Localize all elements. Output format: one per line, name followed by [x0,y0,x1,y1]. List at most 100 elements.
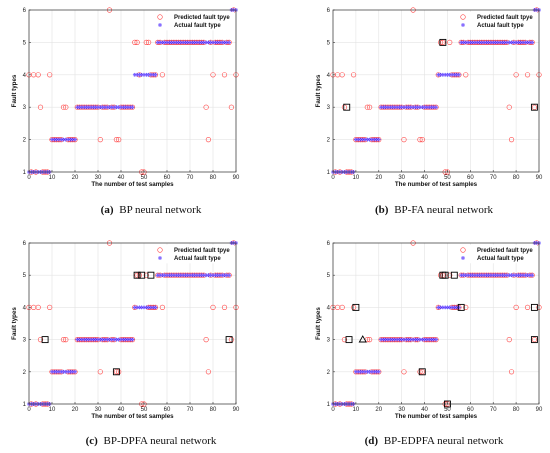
caption-d: (d) BP-EDPFA neural network [365,435,504,447]
caption-a: (a) BP neural network [101,204,202,216]
actual-point [388,337,393,342]
actual-point [376,369,381,374]
asterisk-stroke [473,40,477,44]
legend: Predicted fault tpye Actual fault type [452,11,538,31]
plot-area [333,243,539,404]
series-square-open [343,38,538,111]
predicted-point [531,337,538,343]
actual-point [365,137,370,142]
y-tick-label: 1 [23,170,27,176]
asterisk-stroke [84,105,89,109]
asterisk-stroke [218,40,222,44]
y-tick-label: 6 [23,241,27,247]
legend-box [149,244,235,264]
predicted-point [463,72,469,78]
actual-point [91,105,96,110]
asterisk-stroke [466,40,470,44]
asterisk-stroke [361,138,365,142]
asterisk-stroke [52,138,56,142]
y-tick-label: 1 [327,402,331,408]
asterisk-stroke [195,273,199,277]
asterisk-stroke [160,40,164,44]
actual-point [434,337,438,342]
actual-point [456,72,461,77]
y-tick-label: 5 [23,273,27,279]
y-tick-label: 2 [327,138,331,144]
asterisk-stroke [512,273,516,277]
actual-point [162,40,167,45]
highlight-square [352,303,360,311]
asterisk-stroke [199,40,204,44]
actual-point [59,369,64,374]
x-tick-label: 40 [421,407,428,413]
predicted-point [143,272,149,278]
actual-point [224,40,229,45]
asterisk-stroke [147,73,151,77]
plot-frame [28,242,237,405]
asterisk-stroke [98,338,102,342]
predicted-point [508,369,515,375]
asterisk-stroke [498,40,502,44]
asterisk-stroke [211,273,215,277]
asterisk-stroke [57,138,61,142]
predicted-point [367,337,373,343]
x-tick-label: 90 [536,407,543,413]
actual-point [77,337,82,342]
asterisk-stroke [516,40,520,44]
asterisk-stroke [427,338,431,342]
predicted-point [524,304,531,311]
predicted-point [228,104,234,110]
actual-point [82,337,87,342]
asterisk-stroke [471,40,475,44]
asterisk-stroke [156,273,160,277]
plot-area [29,10,236,172]
actual-point [473,273,477,278]
legend-box [452,244,538,264]
actual-point [135,305,139,310]
asterisk-stroke [135,305,139,309]
asterisk-stroke [222,40,227,44]
asterisk-stroke [388,105,392,109]
asterisk-stroke [190,40,194,44]
predicted-point [513,72,519,78]
asterisk-stroke [512,40,516,44]
legend-label: Actual fault type [477,23,524,29]
actual-point [399,337,404,342]
actual-point [530,40,535,45]
actual-point [509,40,514,45]
asterisk-stroke [525,273,530,277]
asterisk-stroke [452,305,456,309]
asterisk-stroke [172,40,176,44]
actual-point [498,273,502,278]
actual-point [130,105,135,110]
predicted-point [401,369,407,375]
asterisk-stroke [482,273,486,277]
asterisk-stroke [167,273,171,277]
asterisk-stroke [98,105,102,109]
asterisk-stroke [397,105,401,109]
asterisk-stroke [213,40,217,44]
predicted-point [440,272,446,278]
legend-marker-actual [461,256,465,260]
y-tick-label: 2 [23,138,27,144]
predicted-point [60,104,67,110]
highlight-square [138,271,146,279]
asterisk-stroke [386,105,390,109]
actual-point [107,105,112,110]
actual-point [158,273,162,278]
y-tick-label: 6 [327,241,331,247]
actual-point [185,273,190,278]
asterisk-stroke [142,73,146,77]
caption-c-label: (c) [86,435,99,447]
asterisk-stroke [365,138,369,142]
asterisk-stroke [158,23,162,27]
y-tick-label: 6 [327,8,331,14]
x-tick-label: 0 [27,175,31,181]
highlight-square [530,303,538,311]
asterisk-stroke [489,40,493,44]
x-tick-label: 90 [233,407,240,413]
asterisk-stroke [427,105,431,109]
asterisk-stroke [149,305,153,309]
y-tick-label: 6 [23,8,27,14]
predicted-point [132,39,138,46]
